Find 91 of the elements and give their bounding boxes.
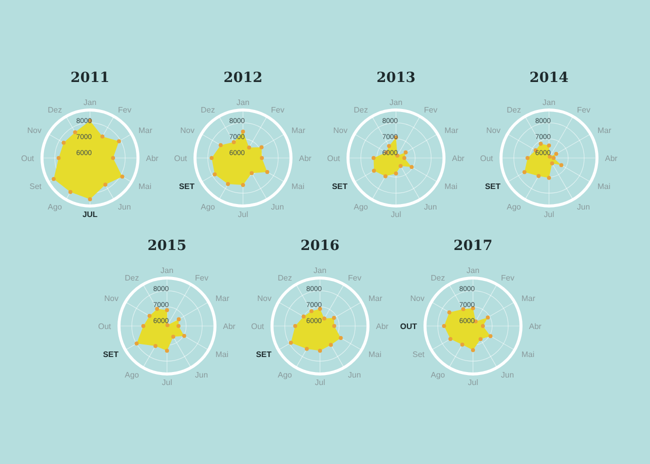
spoke-label: Nov <box>333 126 348 135</box>
spoke-label: Ago <box>124 370 140 380</box>
spoke-label: Mar <box>138 126 153 135</box>
spoke-label: Fev <box>424 106 438 115</box>
spoke-label: Out <box>251 322 265 331</box>
spoke-label: Jul <box>314 378 326 387</box>
spoke-label: Fev <box>195 274 208 283</box>
spoke-label: Jan <box>84 98 96 107</box>
spoke-label: Mai <box>444 182 458 191</box>
spoke-label: Abr <box>146 154 159 163</box>
spoke-label: Mai <box>521 350 535 359</box>
spoke-label: Jun <box>348 370 361 380</box>
chart-title: 2012 <box>222 70 264 86</box>
chart-title: 2017 <box>452 238 494 254</box>
chart-title: 2013 <box>376 70 416 86</box>
spoke-label: Nov <box>27 126 42 135</box>
spoke-label: Dez <box>506 106 521 115</box>
spoke-label: Out <box>98 322 112 331</box>
chart-title: 2015 <box>146 238 188 254</box>
spoke-label: Jun <box>501 370 514 380</box>
spoke-label: Dez <box>354 106 368 115</box>
spoke-label: Abr <box>605 154 618 163</box>
spoke-label: Ago <box>430 370 446 380</box>
spoke-label: Jun <box>271 202 284 212</box>
spoke-label: Fev <box>348 274 362 283</box>
spoke-label: Ago <box>200 202 216 212</box>
spoke-label: OUT <box>400 322 418 331</box>
spoke-label: Out <box>174 154 188 163</box>
spoke-label: Abr <box>223 322 236 331</box>
spoke-label: Dez <box>48 106 62 115</box>
spoke-label: Fev <box>577 106 590 115</box>
spoke-label: JUL <box>82 210 98 219</box>
spoke-label: Mar <box>521 294 536 303</box>
spoke-label: Jun <box>424 202 437 212</box>
spoke-label: Jul <box>390 210 402 219</box>
spoke-label: Jul <box>468 378 478 387</box>
spoke-label: Fev <box>501 274 514 283</box>
spoke-label: Nov <box>180 126 195 135</box>
spoke-label: Jul <box>238 210 248 219</box>
spoke-label: Nov <box>486 126 501 135</box>
spoke-label: Set <box>29 182 42 191</box>
spoke-label: SET <box>256 350 272 359</box>
spoke-label: Dez <box>430 274 445 283</box>
spoke-label: Fev <box>271 106 284 115</box>
spoke-label: Mar <box>444 126 459 135</box>
spoke-label: Nov <box>257 294 272 303</box>
spoke-label: Jun <box>118 202 131 212</box>
spoke-label: Ago <box>506 202 522 212</box>
spoke-label: Mai <box>368 350 382 359</box>
spoke-label: Out <box>480 154 494 163</box>
spoke-label: Ago <box>354 202 369 212</box>
spoke-label: Mar <box>291 126 306 135</box>
spoke-label: Abr <box>376 322 389 331</box>
spoke-label: Jan <box>314 266 326 275</box>
spoke-label: Set <box>412 350 426 359</box>
spoke-label: Mai <box>291 182 305 191</box>
spoke-label: Fev <box>118 106 132 115</box>
spoke-label: SET <box>102 350 119 359</box>
spoke-label: Abr <box>452 154 465 163</box>
spoke-label: Ago <box>48 202 63 212</box>
spoke-label: SET <box>178 182 195 191</box>
spoke-label: Nov <box>104 294 119 303</box>
spoke-label: Jun <box>195 370 208 380</box>
spoke-label: Abr <box>529 322 542 331</box>
spoke-label: Jul <box>162 378 172 387</box>
spoke-label: Dez <box>278 274 292 283</box>
chart-title: 2011 <box>70 70 110 86</box>
spoke-label: Jan <box>390 98 402 107</box>
spoke-label: Mai <box>138 182 152 191</box>
spoke-label: Mar <box>597 126 612 135</box>
spoke-label: Mar <box>368 294 383 303</box>
chart-title: 2016 <box>300 238 340 254</box>
spoke-label: Jul <box>544 210 554 219</box>
spoke-label: Out <box>21 154 35 163</box>
spoke-label: Jan <box>160 266 174 275</box>
spoke-label: Mai <box>215 350 229 359</box>
spoke-label: Out <box>327 154 341 163</box>
spoke-label: Jan <box>236 98 250 107</box>
spoke-label: Jan <box>542 98 556 107</box>
spoke-label: Nov <box>410 294 425 303</box>
spoke-label: Dez <box>124 274 139 283</box>
spoke-label: SET <box>484 182 501 191</box>
spoke-label: Abr <box>299 154 312 163</box>
spoke-label: Jan <box>466 266 480 275</box>
spoke-label: Mai <box>597 182 611 191</box>
spoke-label: Ago <box>278 370 293 380</box>
chart-title: 2014 <box>528 70 570 86</box>
spoke-label: Dez <box>200 106 215 115</box>
spoke-label: SET <box>332 182 348 191</box>
spoke-label: Mar <box>215 294 230 303</box>
spoke-label: Jun <box>577 202 590 212</box>
